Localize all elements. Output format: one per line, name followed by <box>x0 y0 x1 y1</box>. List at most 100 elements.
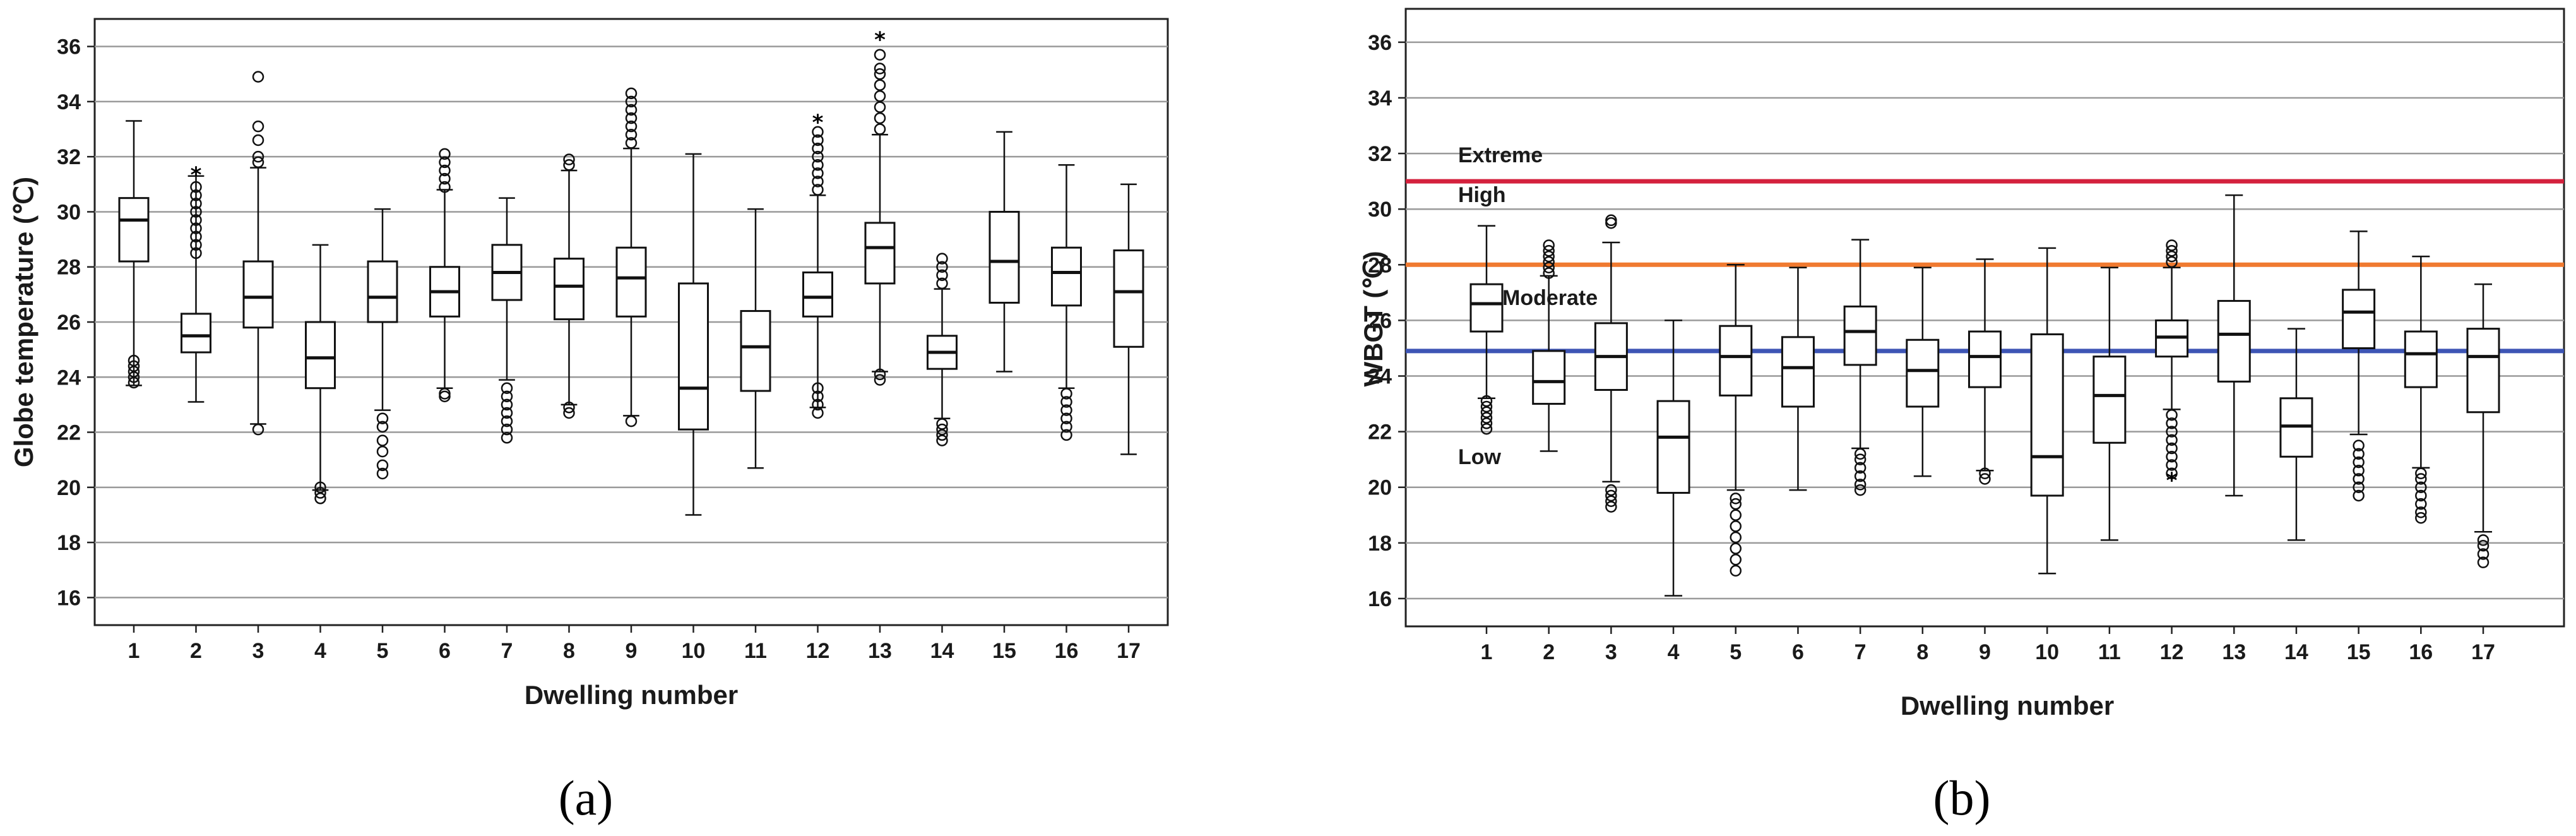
outlier-point <box>936 269 948 282</box>
outlier-point <box>1730 520 1742 532</box>
box-iqr <box>1906 338 1940 408</box>
box-dwelling-3 <box>242 71 274 436</box>
outlier-point <box>376 412 389 424</box>
box-iqr <box>2217 300 2251 383</box>
outlier-point <box>2415 506 2427 518</box>
outlier-point <box>1543 245 1555 257</box>
outlier-point <box>501 415 513 427</box>
box-dwelling-12: * <box>2155 239 2189 494</box>
outlier-point <box>625 137 638 149</box>
outlier-point <box>2166 467 2178 479</box>
outlier-point <box>1730 554 1742 566</box>
box-iqr <box>2092 355 2127 444</box>
outlier-point <box>1854 479 1867 491</box>
outlier-point <box>190 247 202 260</box>
outlier-point <box>376 467 389 480</box>
outlier-point <box>439 172 451 185</box>
outlier-point <box>2353 465 2365 477</box>
outlier-point <box>1854 453 1867 465</box>
outlier-point <box>501 398 513 411</box>
box-dwelling-11 <box>740 208 771 469</box>
box-dwelling-8 <box>554 153 585 419</box>
box-iqr <box>1719 325 1753 397</box>
outlier-point <box>812 126 824 138</box>
x-tick-label: 4 <box>1668 640 1680 664</box>
outlier-point <box>1060 429 1072 441</box>
outlier-point <box>874 90 886 102</box>
box-iqr <box>678 282 709 431</box>
box-dwelling-7 <box>491 197 523 444</box>
outlier-point <box>1060 421 1072 433</box>
panel-a-label: (a) <box>559 770 614 825</box>
box-dwelling-15 <box>2342 230 2376 502</box>
box-iqr <box>615 246 647 318</box>
outlier-point <box>1979 473 1991 485</box>
outlier-point <box>252 423 264 436</box>
outlier-point <box>190 214 202 226</box>
outlier-point <box>252 156 264 169</box>
x-tick-label: 15 <box>992 639 1016 663</box>
outlier-point <box>2353 439 2365 451</box>
outlier-point <box>2353 448 2365 460</box>
box-dwelling-4 <box>1656 319 1690 597</box>
outlier-point <box>190 206 202 218</box>
outlier-point <box>252 134 264 146</box>
x-tick-label: 6 <box>1792 640 1804 664</box>
x-tick-label: 15 <box>2347 640 2371 664</box>
outlier-point <box>812 167 824 179</box>
outlier-point <box>1854 470 1867 482</box>
outlier-point <box>128 360 140 373</box>
box-dwelling-1 <box>1469 225 1504 435</box>
extreme-point: * <box>191 162 202 188</box>
panel-b-x-axis-label: Dwelling number <box>1901 691 2114 720</box>
outlier-point <box>2477 548 2490 560</box>
box-iqr <box>181 313 211 354</box>
x-tick-label: 3 <box>1605 640 1617 664</box>
extreme-point: * <box>874 28 886 53</box>
extreme-point: * <box>2166 469 2178 494</box>
box-iqr <box>554 258 585 321</box>
y-tick-label: 28 <box>1368 253 1392 277</box>
box-dwelling-15 <box>988 131 1020 373</box>
y-tick-label: 20 <box>57 476 81 500</box>
outlier-point <box>936 418 948 430</box>
outlier-point <box>625 415 638 427</box>
box-dwelling-10 <box>678 153 709 516</box>
panel-b-boxes: * <box>1469 194 2500 597</box>
y-tick-label: 18 <box>57 531 81 555</box>
x-tick-label: 8 <box>563 639 575 663</box>
panel-a-boxes: * * * <box>118 28 1144 516</box>
outlier-point <box>936 253 948 265</box>
outlier-point <box>1060 396 1072 408</box>
x-tick-label: 14 <box>930 639 954 663</box>
outlier-point <box>1605 495 1617 508</box>
x-tick-label: 12 <box>806 639 830 663</box>
box-dwelling-12: * <box>802 110 833 419</box>
outlier-point <box>2353 456 2365 469</box>
box-iqr <box>367 260 398 323</box>
box-dwelling-13 <box>2217 194 2251 497</box>
outlier-point <box>1605 214 1617 227</box>
box-dwelling-6 <box>429 148 460 403</box>
x-tick-label: 12 <box>2160 640 2184 664</box>
outlier-point <box>190 198 202 210</box>
x-tick-label: 10 <box>2035 640 2059 664</box>
outlier-point <box>314 493 326 505</box>
outlier-point <box>252 120 264 133</box>
outlier-point <box>439 164 451 177</box>
outlier-point <box>625 112 638 124</box>
zone-label-low: Low <box>1458 445 1502 469</box>
outlier-point <box>2477 539 2490 552</box>
outlier-point <box>1060 412 1072 424</box>
box-dwelling-16 <box>1051 164 1082 441</box>
x-tick-label: 5 <box>377 639 389 663</box>
outlier-point <box>2353 489 2365 502</box>
y-tick-label: 24 <box>57 366 81 390</box>
outlier-point <box>501 423 513 436</box>
outlier-point <box>376 421 389 433</box>
outlier-point <box>1480 422 1493 435</box>
y-tick-label: 28 <box>57 256 81 280</box>
y-tick-label: 24 <box>1368 365 1392 389</box>
outlier-point <box>2166 256 2178 268</box>
outlier-point <box>190 222 202 234</box>
